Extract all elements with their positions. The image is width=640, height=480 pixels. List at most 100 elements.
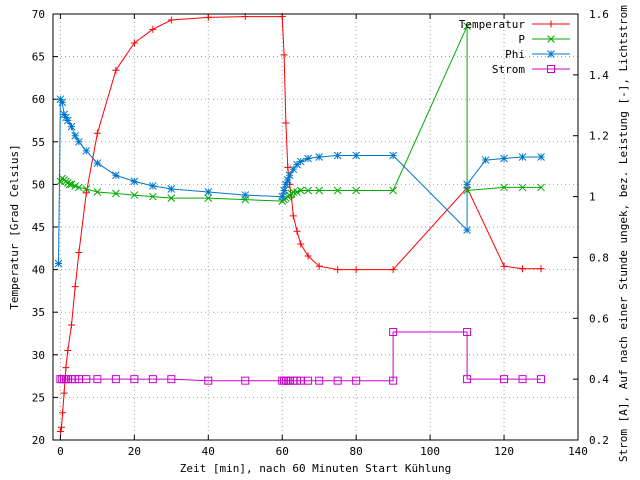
data-point bbox=[204, 376, 213, 385]
legend-item: P bbox=[518, 33, 570, 46]
data-point bbox=[167, 194, 176, 202]
data-point bbox=[167, 375, 176, 384]
data-point bbox=[65, 180, 74, 189]
legend-marker bbox=[547, 65, 555, 73]
data-point bbox=[304, 186, 312, 195]
data-point bbox=[82, 375, 91, 384]
data-point bbox=[463, 180, 471, 189]
y-tick-label: 40 bbox=[32, 264, 45, 277]
data-point bbox=[463, 226, 471, 234]
legend-item: Strom bbox=[492, 63, 570, 76]
data-point bbox=[204, 188, 213, 196]
data-point bbox=[518, 153, 527, 161]
data-point bbox=[297, 240, 305, 248]
data-point bbox=[389, 186, 397, 195]
data-point bbox=[315, 186, 324, 195]
data-point bbox=[93, 129, 101, 137]
data-point bbox=[111, 375, 120, 384]
data-point bbox=[518, 375, 527, 384]
data-point bbox=[60, 110, 68, 119]
data-point bbox=[58, 423, 66, 431]
data-point bbox=[278, 192, 287, 201]
data-point bbox=[149, 25, 157, 33]
y-tick-label: 45 bbox=[32, 221, 45, 234]
legend: Temperatur P Phi Strom bbox=[459, 18, 570, 76]
data-point bbox=[56, 95, 65, 104]
x-tick-label: 80 bbox=[350, 445, 363, 458]
data-point bbox=[56, 427, 64, 435]
legend-marker bbox=[547, 20, 555, 28]
data-point bbox=[315, 262, 323, 270]
data-point bbox=[67, 122, 76, 131]
data-point bbox=[352, 266, 360, 274]
data-point bbox=[93, 159, 102, 167]
series-phi bbox=[54, 95, 545, 268]
y-tick-label: 50 bbox=[32, 178, 45, 191]
data-point bbox=[241, 376, 250, 385]
legend-marker bbox=[547, 50, 555, 58]
data-point bbox=[284, 163, 292, 171]
data-point bbox=[82, 147, 91, 155]
data-point bbox=[148, 375, 157, 384]
data-point bbox=[481, 156, 490, 164]
data-point bbox=[82, 185, 91, 193]
x-tick-label: 60 bbox=[276, 445, 289, 458]
data-point bbox=[500, 183, 508, 192]
data-point bbox=[130, 177, 139, 186]
data-point bbox=[64, 347, 72, 355]
data-point bbox=[333, 151, 342, 160]
legend-item: Temperatur bbox=[459, 18, 570, 31]
data-point bbox=[304, 154, 312, 163]
data-point bbox=[282, 119, 290, 127]
x-tick-label: 120 bbox=[494, 445, 514, 458]
y-tick-label: 35 bbox=[32, 306, 45, 319]
y-tick-label: 60 bbox=[32, 93, 45, 106]
plot-frame bbox=[52, 13, 579, 441]
data-point bbox=[389, 376, 398, 385]
series-strom bbox=[56, 327, 546, 385]
data-point bbox=[63, 116, 72, 125]
y-tick-label: 20 bbox=[32, 434, 45, 447]
series-layer bbox=[54, 13, 546, 435]
y2-tick-label: 0.4 bbox=[589, 373, 609, 386]
data-point bbox=[296, 186, 305, 195]
data-point bbox=[60, 389, 68, 397]
data-point bbox=[537, 153, 545, 161]
y2-tick-label: 1 bbox=[589, 191, 596, 204]
data-point bbox=[389, 151, 397, 160]
y-tick-label: 25 bbox=[32, 391, 45, 404]
data-point bbox=[167, 16, 175, 24]
data-point bbox=[315, 153, 324, 161]
data-point bbox=[333, 186, 342, 195]
x-tick-label: 40 bbox=[202, 445, 215, 458]
y-tick-label: 55 bbox=[32, 136, 45, 149]
data-point bbox=[352, 151, 361, 160]
x-tick-label: 20 bbox=[128, 445, 141, 458]
data-point bbox=[75, 183, 83, 192]
data-point bbox=[82, 189, 90, 197]
y2-tick-label: 0.8 bbox=[589, 251, 609, 264]
data-point bbox=[463, 375, 472, 384]
legend-marker bbox=[547, 35, 555, 43]
x-axis-label: Zeit [min], nach 60 Minuten Start Kühlun… bbox=[180, 462, 452, 475]
data-point bbox=[280, 51, 288, 59]
data-point bbox=[285, 171, 294, 180]
data-point bbox=[71, 131, 80, 140]
y-tick-label: 30 bbox=[32, 349, 45, 362]
data-point bbox=[130, 39, 138, 47]
axes: 0 20 40 60 80 100 120 140 20 25 30 35 40 45 50 55 60 65 70… bbox=[32, 8, 609, 458]
data-point bbox=[59, 409, 67, 417]
data-point bbox=[58, 98, 67, 107]
data-point bbox=[130, 375, 139, 384]
data-point bbox=[67, 321, 75, 329]
data-point bbox=[500, 375, 509, 384]
data-point bbox=[315, 376, 324, 385]
data-point bbox=[518, 183, 527, 192]
legend-label: Strom bbox=[492, 63, 525, 76]
data-point bbox=[500, 154, 508, 163]
legend-item: Phi bbox=[505, 48, 570, 61]
data-point bbox=[204, 13, 212, 21]
data-point bbox=[130, 191, 139, 199]
